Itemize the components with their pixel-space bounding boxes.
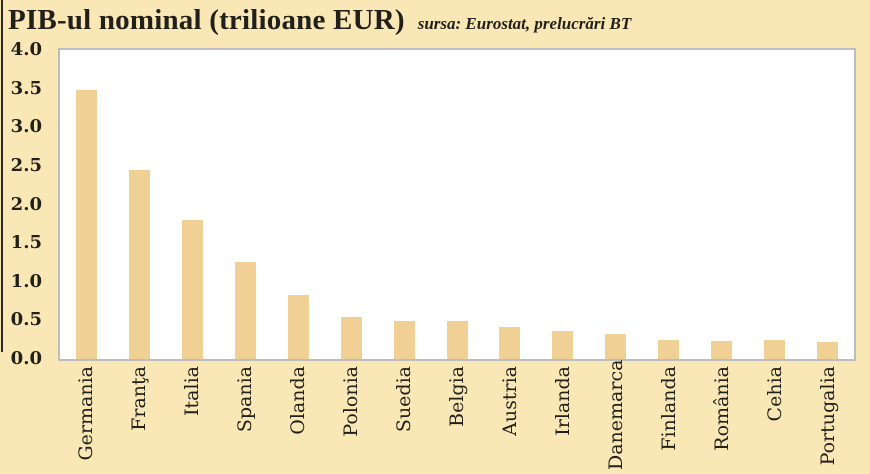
plot-area xyxy=(58,48,856,361)
x-axis-label-portugalia: Portugalia xyxy=(817,366,839,466)
bar-austria xyxy=(499,327,521,359)
x-axis-label-austria: Austria xyxy=(499,366,521,436)
x-axis-label-franţa: Franţa xyxy=(128,366,150,431)
x-axis-label-polonia: Polonia xyxy=(340,366,362,437)
x-axis-label-olanda: Olanda xyxy=(287,366,309,435)
bar-germania xyxy=(75,90,97,359)
bar-cehia xyxy=(764,340,786,359)
bar-finlanda xyxy=(658,340,680,359)
x-axis-label-irlanda: Irlanda xyxy=(552,366,574,436)
bar-portugalia xyxy=(817,342,839,359)
x-axis-label-spania: Spania xyxy=(234,366,256,433)
bar-olanda xyxy=(287,295,309,359)
chart-header: PIB-ul nominal (trilioane EUR) sursa: Eu… xyxy=(8,4,631,37)
left-edge-line xyxy=(1,0,3,352)
bar-polonia xyxy=(340,317,362,359)
x-axis-label-cehia: Cehia xyxy=(764,366,786,422)
bar-franţa xyxy=(128,170,150,359)
x-axis-label-belgia: Belgia xyxy=(446,366,468,427)
y-axis-tick-label: 1.5 xyxy=(10,232,42,253)
bar-belgia xyxy=(446,321,468,359)
y-axis-tick-label: 0.5 xyxy=(10,309,42,330)
chart-source-note: sursa: Eurostat, prelucrări BT xyxy=(417,14,632,33)
bar-italia xyxy=(181,220,203,359)
x-axis-label-românia: România xyxy=(711,366,733,451)
y-axis-tick-label: 2.0 xyxy=(10,194,42,215)
bar-spania xyxy=(234,262,256,359)
y-axis-tick-label: 3.0 xyxy=(10,116,42,137)
x-axis-label-suedia: Suedia xyxy=(393,366,415,433)
x-axis-label-finlanda: Finlanda xyxy=(658,366,680,451)
bar-irlanda xyxy=(552,331,574,359)
bar-suedia xyxy=(393,321,415,359)
y-axis-tick-label: 3.5 xyxy=(10,78,42,99)
x-axis-label-italia: Italia xyxy=(181,366,203,416)
bar-românia xyxy=(711,341,733,359)
x-axis-label-danemarca: Danemarca xyxy=(605,359,627,470)
y-axis-tick-label: 0.0 xyxy=(10,348,42,369)
y-axis-tick-label: 2.5 xyxy=(10,155,42,176)
chart-title: PIB-ul nominal (trilioane EUR) xyxy=(8,4,405,36)
y-axis-tick-label: 4.0 xyxy=(10,39,42,60)
x-axis-label-germania: Germania xyxy=(75,366,97,461)
bar-danemarca xyxy=(605,334,627,359)
y-axis-tick-label: 1.0 xyxy=(10,271,42,292)
